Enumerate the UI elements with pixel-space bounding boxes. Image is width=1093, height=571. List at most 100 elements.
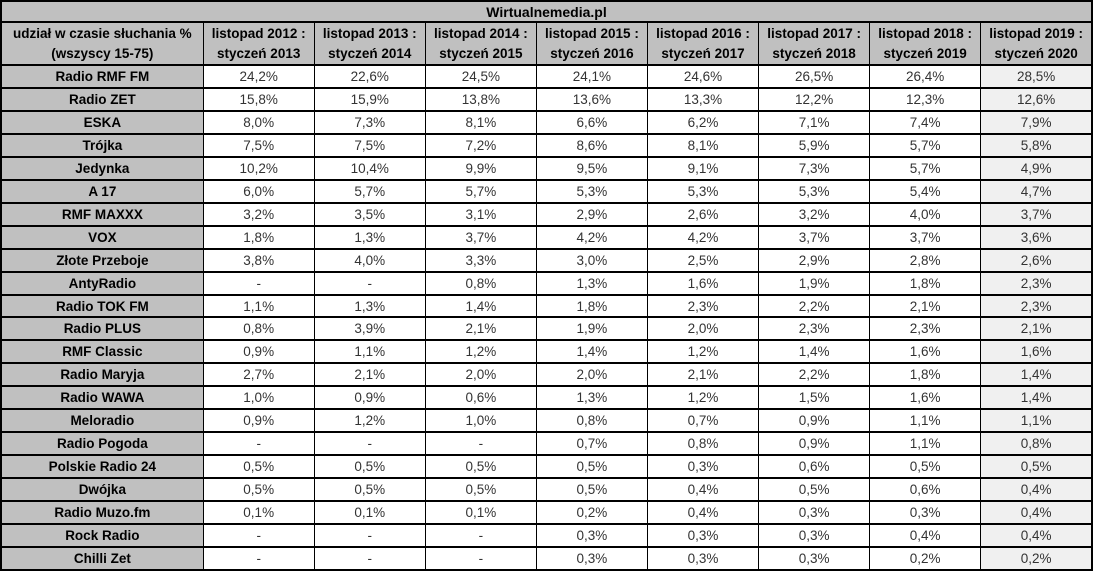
value-cell: 1,3%: [313, 224, 426, 250]
station-name: Jedynka: [0, 155, 204, 181]
value-cell: 7,5%: [313, 132, 426, 158]
value-cell: 2,0%: [535, 362, 648, 388]
header-line-2: styczeń 2013: [217, 45, 301, 61]
station-name: Radio TOK FM: [0, 293, 204, 319]
value-cell: 3,7%: [758, 224, 871, 250]
value-cell: 26,4%: [869, 64, 982, 89]
value-cell: 12,2%: [758, 86, 871, 112]
value-cell: 0,3%: [646, 454, 760, 480]
table-title: Wirtualnemedia.pl: [0, 0, 1093, 23]
value-cell: 0,3%: [535, 546, 648, 571]
value-cell: -: [313, 431, 426, 457]
value-cell: 7,3%: [758, 155, 871, 181]
value-cell: 2,6%: [646, 201, 760, 227]
value-cell: 2,3%: [869, 316, 982, 342]
value-cell: 0,4%: [646, 477, 760, 503]
value-cell: 10,4%: [313, 155, 426, 181]
station-name: Dwójka: [0, 477, 204, 503]
header-line-2: styczeń 2019: [883, 45, 967, 61]
value-cell: 5,7%: [869, 132, 982, 158]
value-cell: 24,6%: [646, 64, 760, 89]
value-cell: 1,8%: [202, 224, 315, 250]
value-cell: 2,1%: [869, 293, 982, 319]
header-line-2: styczeń 2017: [661, 45, 745, 61]
value-cell: 0,3%: [758, 500, 871, 526]
table-row: A 17 6,0% 5,7% 5,7% 5,3% 5,3% 5,3% 5,4% 4,7%: [0, 178, 1093, 204]
value-cell: 4,7%: [980, 178, 1093, 204]
station-name: Radio Pogoda: [0, 431, 204, 457]
value-cell: 0,8%: [535, 408, 648, 434]
value-cell: 9,5%: [535, 155, 648, 181]
value-cell: -: [202, 546, 315, 571]
value-cell: 3,2%: [202, 201, 315, 227]
value-cell: 0,9%: [758, 408, 871, 434]
value-cell: 10,2%: [202, 155, 315, 181]
station-name: Radio WAWA: [0, 385, 204, 411]
value-cell: 2,3%: [758, 316, 871, 342]
value-cell: 1,2%: [646, 385, 760, 411]
value-cell: 2,3%: [980, 270, 1093, 296]
col-header-8: listopad 2019 : styczeń 2020: [980, 21, 1093, 66]
table-row: RMF MAXXX 3,2% 3,5% 3,1% 2,9% 2,6% 3,2% 4,0% 3,7…: [0, 201, 1093, 227]
value-cell: 4,0%: [869, 201, 982, 227]
value-cell: 6,0%: [202, 178, 315, 204]
value-cell: 24,5%: [424, 64, 537, 89]
value-cell: 1,0%: [202, 385, 315, 411]
value-cell: 0,6%: [424, 385, 537, 411]
value-cell: 3,7%: [424, 224, 537, 250]
value-cell: 2,1%: [646, 362, 760, 388]
value-cell: 3,7%: [980, 201, 1093, 227]
station-name: Złote Przeboje: [0, 247, 204, 273]
value-cell: 2,0%: [424, 362, 537, 388]
value-cell: 0,5%: [202, 477, 315, 503]
value-cell: 9,9%: [424, 155, 537, 181]
value-cell: 1,1%: [202, 293, 315, 319]
value-cell: 0,5%: [313, 454, 426, 480]
value-cell: 1,8%: [535, 293, 648, 319]
value-cell: 0,5%: [535, 454, 648, 480]
value-cell: 0,4%: [869, 523, 982, 549]
value-cell: 0,9%: [202, 408, 315, 434]
value-cell: 0,2%: [535, 500, 648, 526]
table-row: AntyRadio - -0,8% 1,3% 1,6% 1,9% 1,8% 2,3%: [0, 270, 1093, 296]
value-cell: 7,5%: [202, 132, 315, 158]
value-cell: 0,8%: [646, 431, 760, 457]
value-cell: 2,5%: [646, 247, 760, 273]
station-name: Chilli Zet: [0, 546, 204, 571]
value-cell: 2,8%: [869, 247, 982, 273]
value-cell: 3,6%: [980, 224, 1093, 250]
header-line-2: styczeń 2016: [550, 45, 634, 61]
value-cell: 0,8%: [980, 431, 1093, 457]
table-row: Radio Muzo.fm 0,1% 0,1% 0,1% 0,2% 0,4% 0,3% 0,3…: [0, 500, 1093, 526]
value-cell: 0,9%: [202, 339, 315, 365]
header-line-1: listopad 2013 :: [322, 25, 417, 41]
value-cell: 2,6%: [980, 247, 1093, 273]
value-cell: 0,8%: [424, 270, 537, 296]
value-cell: 2,3%: [980, 293, 1093, 319]
station-name: Rock Radio: [0, 523, 204, 549]
value-cell: 1,4%: [424, 293, 537, 319]
value-cell: 8,0%: [202, 109, 315, 135]
value-cell: 28,5%: [980, 64, 1093, 89]
value-cell: 1,2%: [646, 339, 760, 365]
value-cell: 0,9%: [313, 385, 426, 411]
value-cell: 5,7%: [424, 178, 537, 204]
value-cell: 22,6%: [313, 64, 426, 89]
value-cell: 2,2%: [758, 362, 871, 388]
value-cell: -: [202, 523, 315, 549]
title-row: Wirtualnemedia.pl: [0, 0, 1093, 23]
header-line-2: styczeń 2015: [439, 45, 523, 61]
value-cell: 1,4%: [980, 362, 1093, 388]
value-cell: 24,2%: [202, 64, 315, 89]
header-line-1: listopad 2016 :: [656, 25, 750, 41]
station-name: Radio PLUS: [0, 316, 204, 342]
value-cell: 4,2%: [646, 224, 760, 250]
value-cell: -: [313, 546, 426, 571]
value-cell: -: [313, 523, 426, 549]
col-header-1: listopad 2012 : styczeń 2013: [202, 21, 315, 66]
value-cell: 0,4%: [980, 477, 1093, 503]
table-row: Radio Pogoda - - -0,7% 0,8% 0,9% 1,1% 0,8%: [0, 431, 1093, 457]
header-line-1: listopad 2019 :: [989, 25, 1083, 41]
col-header-6: listopad 2017 : styczeń 2018: [758, 21, 871, 66]
value-cell: 1,1%: [980, 408, 1093, 434]
